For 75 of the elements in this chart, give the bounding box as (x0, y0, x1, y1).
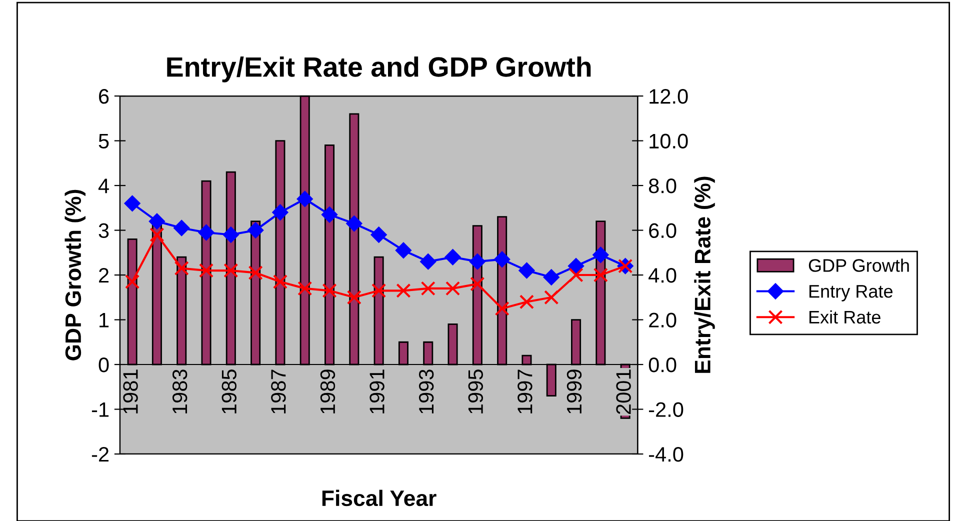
point (370, 226, 387, 243)
x-tick-label: 1997 (518, 370, 532, 414)
point (322, 283, 337, 298)
x-tick-label: 1989 (320, 370, 336, 414)
point (420, 254, 436, 270)
y2-tick-label: 12.0 (650, 89, 688, 104)
point (494, 251, 510, 268)
point (396, 283, 411, 298)
point (444, 249, 461, 266)
point (248, 222, 264, 238)
point (396, 242, 412, 258)
point (224, 263, 238, 278)
point (592, 246, 609, 263)
point (346, 290, 362, 305)
point (593, 268, 608, 282)
y2-tick-label: 4.0 (648, 268, 676, 283)
point (518, 262, 535, 278)
y2-tick-label: 0.0 (648, 358, 676, 372)
point (298, 281, 312, 296)
y-tick-label: -1 (92, 402, 109, 417)
point (198, 224, 214, 240)
point (568, 258, 584, 274)
y2-tick-label: -4.0 (648, 447, 684, 462)
point (470, 276, 485, 292)
y-tick-label: 5 (98, 134, 109, 149)
point (124, 195, 140, 212)
point (150, 227, 164, 242)
x-tick-label: 1981 (123, 370, 138, 414)
y-tick-label: 2 (99, 268, 109, 283)
x-tick-label: 1999 (566, 370, 582, 414)
legend-label: GDP Growth (808, 258, 909, 272)
y-tick-label: -2 (92, 447, 109, 462)
x-tick-label: 1985 (222, 370, 236, 414)
point (322, 206, 338, 223)
point (296, 191, 313, 207)
x-tick-label: 1993 (418, 370, 434, 414)
chart-title: Entry/Exit Rate and GDP Growth (167, 56, 591, 82)
y-tick-label: 0 (98, 358, 109, 372)
point (494, 301, 510, 316)
legend-label: Exit Rate (809, 310, 880, 324)
y2-tick-label: 10.0 (650, 134, 688, 149)
y2-axis-title: Entry/Exit Rate (%) (694, 176, 715, 373)
x-tick-label: 1991 (370, 370, 384, 414)
point (544, 290, 559, 305)
y2-tick-label: -2.0 (648, 402, 684, 418)
point (470, 254, 486, 270)
point (543, 269, 560, 286)
point (272, 274, 288, 290)
y-tick-label: 4 (98, 178, 109, 194)
x-tick-label: 1987 (271, 370, 286, 414)
x-tick-label: 1995 (468, 370, 484, 414)
y-tick-label: 1 (100, 312, 109, 328)
point (248, 265, 263, 280)
y-tick-label: 6 (99, 89, 109, 104)
y2-tick-label: 2.0 (649, 312, 676, 328)
point (125, 274, 140, 290)
x-tick-label: 1983 (172, 370, 188, 414)
point (420, 281, 436, 296)
point (149, 213, 165, 230)
point (198, 263, 214, 278)
y-tick-label: 3 (98, 223, 109, 238)
y2-tick-label: 8.0 (648, 178, 676, 194)
point (272, 204, 288, 220)
x-axis-title: Fiscal Year (322, 490, 436, 506)
point (445, 281, 460, 296)
point (174, 220, 190, 236)
point (222, 226, 239, 243)
y2-tick-label: 6.0 (649, 223, 676, 238)
point (174, 261, 189, 276)
y-axis-title: GDP Growth (%) (64, 190, 86, 360)
point (372, 283, 386, 298)
point (568, 268, 584, 282)
point (519, 294, 534, 310)
legend-label: Entry Rate (809, 285, 892, 302)
point (346, 216, 362, 232)
